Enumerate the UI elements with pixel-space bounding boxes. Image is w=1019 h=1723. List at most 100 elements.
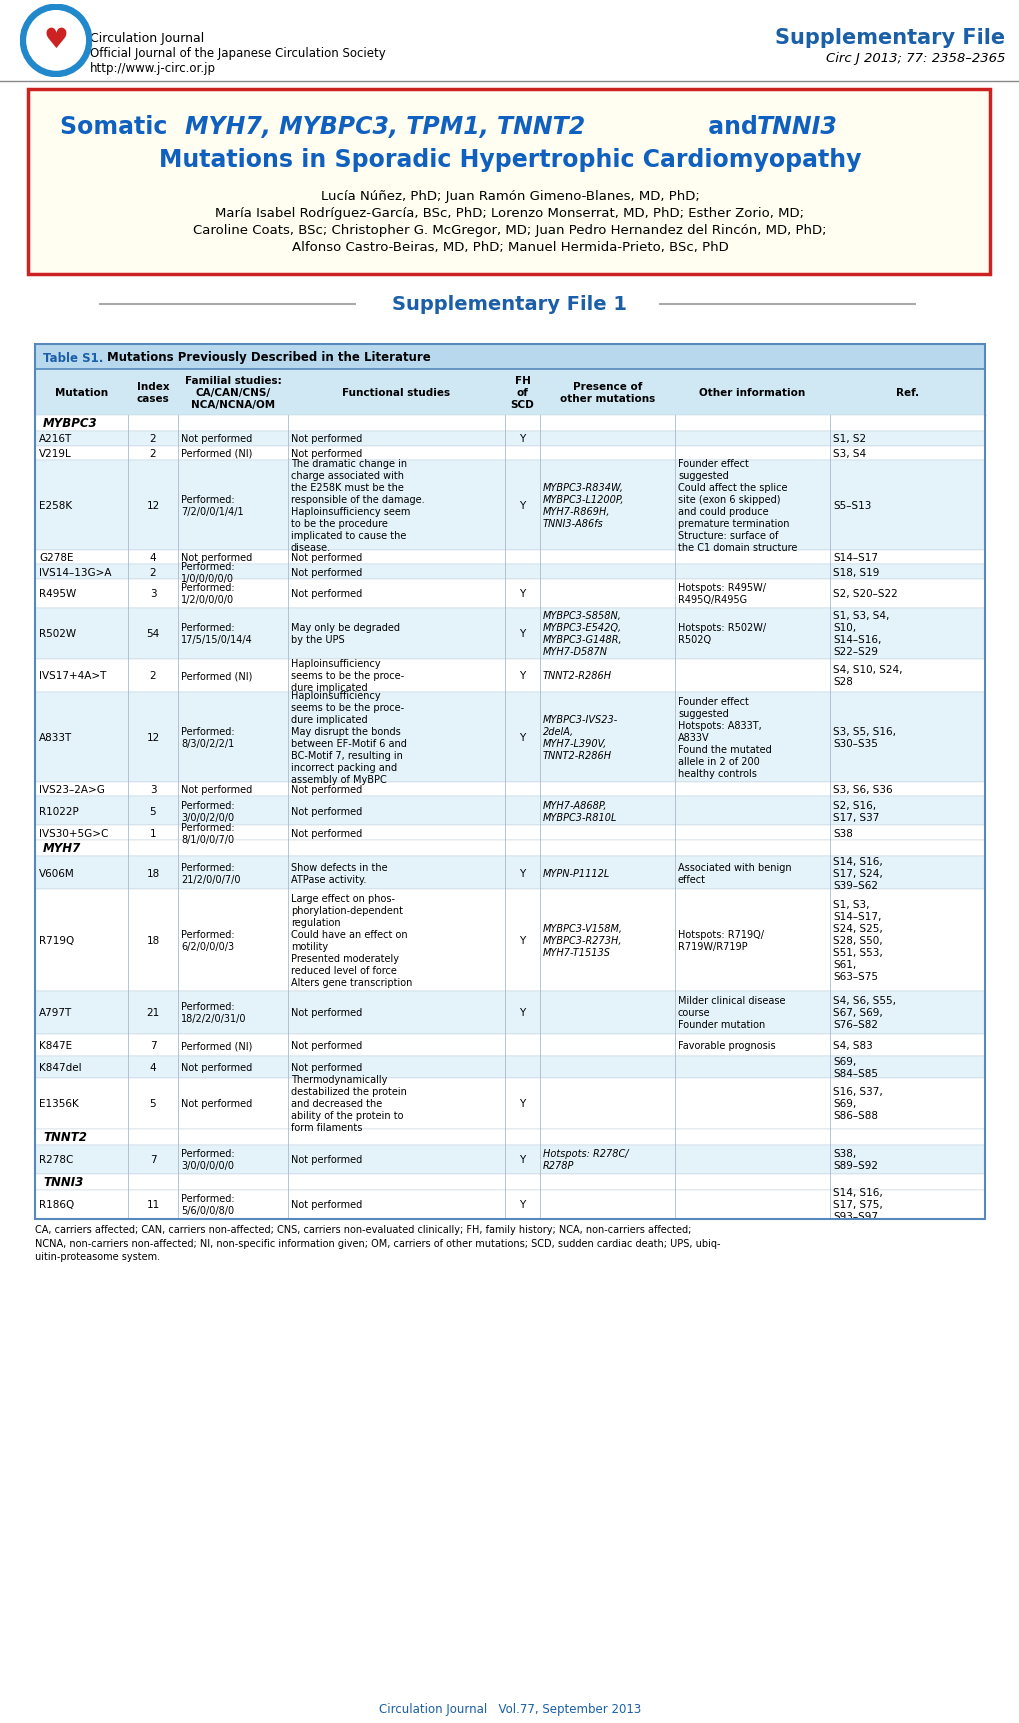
- Text: S38,
S89–S92: S38, S89–S92: [833, 1148, 877, 1170]
- Text: 4: 4: [150, 1063, 156, 1072]
- Text: Haploinsufficiency
seems to be the proce-
dure implicated
May disrupt the bonds
: Haploinsufficiency seems to be the proce…: [290, 691, 407, 784]
- Text: Performed (NI): Performed (NI): [180, 670, 252, 681]
- Text: Not performed: Not performed: [180, 434, 252, 445]
- Text: MYBPC3: MYBPC3: [43, 417, 98, 431]
- Text: Presence of
other mutations: Presence of other mutations: [559, 383, 654, 403]
- Bar: [35, 608, 984, 660]
- Text: R502W: R502W: [39, 629, 76, 639]
- Text: Circulation Journal   Vol.77, September 2013: Circulation Journal Vol.77, September 20…: [378, 1702, 641, 1716]
- Text: R495W: R495W: [39, 589, 76, 600]
- Bar: [35, 345, 984, 1218]
- Text: Other information: Other information: [699, 388, 805, 398]
- Text: Not performed: Not performed: [290, 1154, 362, 1165]
- Text: S4, S6, S55,
S67, S69,
S76–S82: S4, S6, S55, S67, S69, S76–S82: [833, 996, 895, 1030]
- Text: IVS14–13G>A: IVS14–13G>A: [39, 567, 111, 577]
- Text: Performed:
6/2/0/0/0/3: Performed: 6/2/0/0/0/3: [180, 929, 234, 951]
- Text: Not performed: Not performed: [290, 1199, 362, 1210]
- Bar: [35, 1191, 984, 1218]
- Text: TNNT2-R286H: TNNT2-R286H: [542, 670, 611, 681]
- Text: Performed:
5/6/0/0/8/0: Performed: 5/6/0/0/8/0: [180, 1194, 234, 1215]
- Text: Performed:
3/0/0/2/0/0: Performed: 3/0/0/2/0/0: [180, 801, 234, 822]
- Text: 54: 54: [147, 629, 159, 639]
- Text: Index
cases: Index cases: [137, 383, 169, 403]
- Text: Official Journal of the Japanese Circulation Society: Official Journal of the Japanese Circula…: [90, 47, 385, 60]
- Text: MYBPC3-V158M,
MYBPC3-R273H,
MYH7-T1513S: MYBPC3-V158M, MYBPC3-R273H, MYH7-T1513S: [542, 924, 623, 958]
- Text: Large effect on phos-
phorylation-dependent
regulation
Could have an effect on
m: Large effect on phos- phorylation-depend…: [290, 894, 412, 987]
- Text: Favorable prognosis: Favorable prognosis: [678, 1041, 774, 1051]
- Bar: [35, 1144, 984, 1173]
- Text: María Isabel Rodríguez-García, BSc, PhD; Lorenzo Monserrat, MD, PhD; Esther Zori: María Isabel Rodríguez-García, BSc, PhD;…: [215, 207, 804, 221]
- Text: Hotspots: R719Q/
R719W/R719P: Hotspots: R719Q/ R719W/R719P: [678, 929, 763, 951]
- Text: MYH7: MYH7: [43, 843, 82, 855]
- Text: V606M: V606M: [39, 868, 74, 879]
- Text: 2: 2: [150, 670, 156, 681]
- Text: S3, S6, S36: S3, S6, S36: [833, 784, 892, 794]
- Text: 11: 11: [147, 1199, 159, 1210]
- Text: Hotspots: R495W/
R495Q/R495G: Hotspots: R495W/ R495Q/R495G: [678, 582, 765, 605]
- Text: 5: 5: [150, 806, 156, 817]
- Bar: [35, 798, 984, 825]
- Text: S1, S3, S4,
S10,
S14–S16,
S22–S29: S1, S3, S4, S10, S14–S16, S22–S29: [833, 612, 889, 656]
- Text: Mutations in Sporadic Hypertrophic Cardiomyopathy: Mutations in Sporadic Hypertrophic Cardi…: [159, 148, 860, 172]
- Text: R278C: R278C: [39, 1154, 73, 1165]
- Text: MYBPC3-S858N,
MYBPC3-E542Q,
MYBPC3-G148R,
MYH7-D587N: MYBPC3-S858N, MYBPC3-E542Q, MYBPC3-G148R…: [542, 612, 622, 656]
- Text: http://www.j-circ.or.jp: http://www.j-circ.or.jp: [90, 62, 216, 76]
- Bar: [35, 660, 984, 693]
- Text: A797T: A797T: [39, 1008, 72, 1018]
- Text: Not performed: Not performed: [290, 567, 362, 577]
- Text: S4, S83: S4, S83: [833, 1041, 872, 1051]
- Text: 12: 12: [147, 501, 159, 510]
- Text: Performed:
21/2/0/0/7/0: Performed: 21/2/0/0/7/0: [180, 862, 240, 884]
- Text: R1022P: R1022P: [39, 806, 78, 817]
- Text: Y: Y: [519, 670, 525, 681]
- Text: R186Q: R186Q: [39, 1199, 74, 1210]
- Text: Associated with benign
effect: Associated with benign effect: [678, 862, 791, 884]
- Text: Y: Y: [519, 936, 525, 946]
- Text: G278E: G278E: [39, 553, 73, 563]
- Text: 2: 2: [150, 567, 156, 577]
- Bar: [35, 1173, 984, 1191]
- Text: Not performed: Not performed: [290, 784, 362, 794]
- Text: S5–S13: S5–S13: [833, 501, 870, 510]
- Text: Functional studies: Functional studies: [342, 388, 450, 398]
- Text: S3, S4: S3, S4: [833, 448, 865, 458]
- Text: Not performed: Not performed: [290, 1041, 362, 1051]
- Bar: [35, 991, 984, 1034]
- Text: S69,
S84–S85: S69, S84–S85: [833, 1056, 877, 1079]
- Text: Y: Y: [519, 629, 525, 639]
- Text: MYBPC3-R834W,
MYBPC3-L1200P,
MYH7-R869H,
TNNI3-A86fs: MYBPC3-R834W, MYBPC3-L1200P, MYH7-R869H,…: [542, 482, 624, 529]
- Text: Performed:
8/1/0/0/7/0: Performed: 8/1/0/0/7/0: [180, 822, 234, 844]
- Text: IVS17+4A>T: IVS17+4A>T: [39, 670, 106, 681]
- Text: Not performed: Not performed: [180, 1063, 252, 1072]
- Text: MYH7, MYBPC3, TPM1, TNNT2: MYH7, MYBPC3, TPM1, TNNT2: [184, 115, 585, 140]
- Text: Mutations Previously Described in the Literature: Mutations Previously Described in the Li…: [107, 351, 430, 364]
- Bar: [35, 1034, 984, 1056]
- Bar: [35, 551, 984, 565]
- Bar: [35, 370, 984, 415]
- Text: S1, S3,
S14–S17,
S24, S25,
S28, S50,
S51, S53,
S61,
S63–S75: S1, S3, S14–S17, S24, S25, S28, S50, S51…: [833, 899, 881, 982]
- Bar: [35, 565, 984, 579]
- Bar: [35, 460, 984, 551]
- Bar: [35, 889, 984, 991]
- Text: 7: 7: [150, 1154, 156, 1165]
- Text: TNNI3: TNNI3: [43, 1175, 84, 1189]
- Text: Not performed: Not performed: [290, 1008, 362, 1018]
- Text: Familial studies:
CA/CAN/CNS/
NCA/NCNA/OM: Familial studies: CA/CAN/CNS/ NCA/NCNA/O…: [184, 376, 281, 410]
- Text: S14, S16,
S17, S75,
S93–S97: S14, S16, S17, S75, S93–S97: [833, 1187, 881, 1222]
- Text: S14–S17: S14–S17: [833, 553, 877, 563]
- Bar: [35, 415, 984, 432]
- Text: Not performed: Not performed: [290, 553, 362, 563]
- Text: Performed:
1/0/0/0/0/0: Performed: 1/0/0/0/0/0: [180, 562, 234, 584]
- Text: MYBPC3-IVS23-
2delA,
MYH7-L390V,
TNNT2-R286H: MYBPC3-IVS23- 2delA, MYH7-L390V, TNNT2-R…: [542, 715, 618, 760]
- Text: S3, S5, S16,
S30–S35: S3, S5, S16, S30–S35: [833, 727, 895, 748]
- Text: S2, S16,
S17, S37: S2, S16, S17, S37: [833, 801, 878, 822]
- Text: 18: 18: [147, 936, 159, 946]
- Text: 3: 3: [150, 589, 156, 600]
- Text: Not performed: Not performed: [180, 553, 252, 563]
- Text: Y: Y: [519, 589, 525, 600]
- Bar: [35, 841, 984, 856]
- Text: Supplementary File: Supplementary File: [774, 28, 1004, 48]
- Text: Performed (NI): Performed (NI): [180, 448, 252, 458]
- Text: IVS23–2A>G: IVS23–2A>G: [39, 784, 105, 794]
- Text: TNNI3: TNNI3: [756, 115, 837, 140]
